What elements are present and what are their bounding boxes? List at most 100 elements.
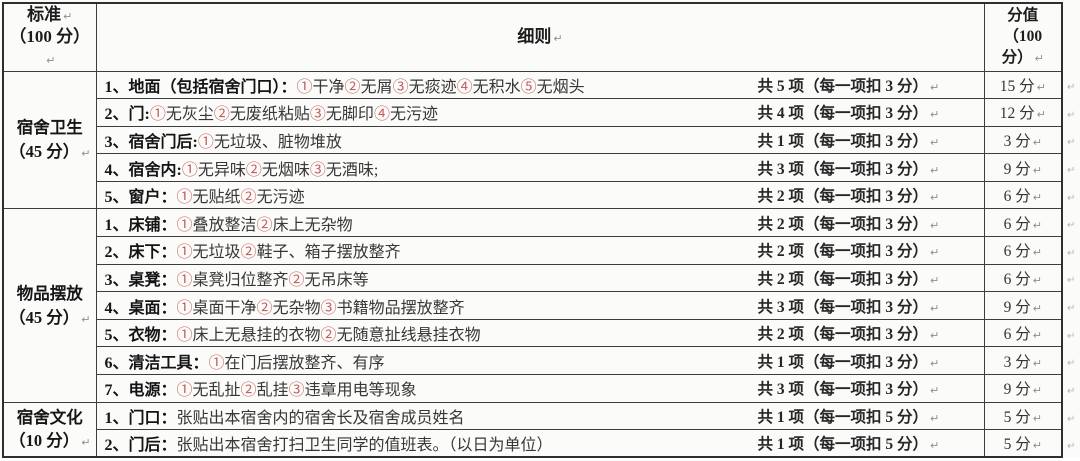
- item-criteria: ①无贴纸②无污迹: [176, 189, 305, 207]
- header-score-label: 分值 （100 分）: [1001, 6, 1043, 66]
- circled-number: ①: [296, 78, 313, 96]
- circled-number: ①: [176, 327, 193, 345]
- detail-cell: 2、门: ①无灰尘②无废纸粘贴③无脚印④无污迹 共 4 项（每一项扣 3 分） ↵: [97, 100, 983, 124]
- paragraph-mark: ↵: [1067, 275, 1076, 287]
- paragraph-mark: ↵: [1067, 220, 1076, 232]
- paragraph-mark: ↵: [1032, 135, 1042, 149]
- score-cell: 6 分 ↵: [983, 208, 1063, 238]
- paragraph-mark: ↵: [1067, 441, 1076, 453]
- item-criteria: ①桌凳归位整齐②无吊床等: [176, 271, 369, 289]
- item-count: 共 1 项（每一项扣 3 分） ↵: [758, 129, 980, 151]
- circled-number: ①: [197, 133, 214, 151]
- item-label: 1、床铺：: [104, 216, 177, 234]
- paragraph-mark: ↵: [1032, 329, 1042, 343]
- detail-cell: 4、桌面： ①桌面干净②无杂物③书籍物品摆放整齐 共 3 项（每一项扣 3 分） ↵: [97, 294, 983, 318]
- table-row: 2、床下： ①无垃圾②鞋子、箱子摆放整齐共 2 项（每一项扣 3 分） ↵ 6 分 ↵: [3, 236, 1063, 265]
- item-criteria: 张贴出本宿舍内的宿舍长及宿舍成员姓名: [176, 409, 465, 427]
- header-score: 分值 （100 分） ↵: [983, 2, 1063, 72]
- paragraph-mark: ↵: [1032, 246, 1042, 260]
- paragraph-mark: ↵: [1032, 439, 1042, 453]
- item-label: 3、桌凳：: [104, 271, 177, 289]
- circled-number: ①: [176, 382, 193, 400]
- item-label: 1、门口：: [104, 409, 177, 427]
- item-criteria: ①干净②无屑③无痰迹④无积水⑤无烟头: [296, 78, 585, 96]
- item-count-text: 共 3 项（每一项扣 3 分）: [757, 160, 929, 178]
- paragraph-mark: ↵: [1067, 82, 1076, 93]
- group-label-line1: 宿舍卫生: [16, 118, 83, 138]
- circled-number: ③: [288, 382, 305, 400]
- item-count-text: 共 2 项（每一项扣 3 分）: [757, 215, 929, 233]
- paragraph-mark: ↵: [553, 32, 563, 46]
- item-count-text: 共 2 项（每一项扣 3 分）: [757, 270, 929, 288]
- item-label: 1、地面（包括宿舍门口）：: [104, 78, 297, 96]
- score-value: 6 分: [1003, 188, 1031, 206]
- circled-number: ③: [309, 106, 326, 124]
- item-label: 2、床下：: [104, 244, 177, 262]
- header-row: 标准 ↵ （100 分）↵ 细则 ↵ 分值 （100 分） ↵: [2, 2, 1063, 72]
- circled-number: ②: [240, 244, 257, 262]
- group-dorm-hygiene: 宿舍卫生 （45 分） ↵: [2, 70, 97, 210]
- circled-number: ②: [245, 161, 262, 179]
- score-cell: 15 分 ↵: [983, 70, 1063, 100]
- paragraph-mark: ↵: [1067, 247, 1076, 259]
- item-count: 共 3 项（每一项扣 3 分） ↵: [758, 295, 980, 317]
- item-criteria: ①无垃圾②鞋子、箱子摆放整齐: [176, 244, 401, 262]
- item-criteria: ①在门后摆放整齐、有序: [208, 354, 385, 372]
- paragraph-mark: ↵: [81, 436, 91, 450]
- circled-number: ②: [213, 106, 230, 124]
- circled-number: ②: [320, 327, 337, 345]
- paragraph-mark: ↵: [930, 384, 940, 398]
- group-label-line2: （10 分）: [9, 431, 80, 451]
- group-label-line1: 宿舍文化: [16, 407, 83, 427]
- score-value: 6 分: [1003, 243, 1031, 261]
- circled-number: ①: [176, 244, 193, 262]
- detail-cell: 4、宿舍内: ①无异味②无烟味③无酒味; 共 3 项（每一项扣 3 分） ↵: [97, 156, 983, 180]
- circled-number: ⑤: [520, 78, 537, 96]
- item-criteria: ①床上无悬挂的衣物②无随意扯线悬挂衣物: [176, 327, 481, 345]
- circled-number: ③: [392, 78, 409, 96]
- group-dorm-culture: 宿舍文化 （10 分） ↵: [2, 401, 97, 458]
- header-details: 细则 ↵: [95, 2, 985, 72]
- item-count: 共 2 项（每一项扣 3 分） ↵: [758, 184, 980, 206]
- item-count: 共 5 项（每一项扣 3 分） ↵: [758, 74, 980, 96]
- table-row: 3、宿舍门后: ①无垃圾、脏物堆放共 1 项（每一项扣 3 分） ↵ 3 分 ↵: [3, 125, 1063, 155]
- paragraph-mark: ↵: [930, 191, 940, 205]
- table-row: 5、窗户： ①无贴纸②无污迹共 2 项（每一项扣 3 分） ↵ 6 分 ↵: [3, 180, 1063, 210]
- paragraph-mark: ↵: [930, 301, 940, 315]
- score-value: 15 分: [999, 77, 1035, 95]
- paragraph-mark: ↵: [930, 329, 940, 343]
- paragraph-mark: ↵: [1032, 273, 1042, 287]
- circled-number: ①: [208, 354, 225, 372]
- score-cell: 9 分 ↵: [983, 291, 1063, 320]
- item-label: 2、门:: [104, 106, 150, 124]
- header-standard-line2: （100 分）: [9, 27, 91, 47]
- item-label: 2、门后：: [104, 437, 177, 455]
- score-cell: 9 分 ↵: [983, 153, 1063, 182]
- paragraph-mark: ↵: [1034, 51, 1044, 65]
- paragraph-mark: ↵: [1067, 192, 1076, 204]
- score-value: 9 分: [1003, 160, 1031, 178]
- table-row: 4、宿舍内: ①无异味②无烟味③无酒味; 共 3 项（每一项扣 3 分） ↵ 9 分 ↵: [3, 153, 1063, 182]
- detail-cell: 2、门后： 张贴出本宿舍打扫卫生同学的值班表。（以日为单位） 共 1 项（每一项扣 …: [97, 431, 983, 455]
- paragraph-mark: ↵: [1067, 164, 1076, 176]
- paragraph-mark: ↵: [930, 135, 940, 149]
- table-row: 宿舍卫生 （45 分） ↵ 1、地面（包括宿舍门口）： ①干净②无屑③无痰迹④无积水…: [2, 70, 1063, 210]
- item-label: 7、电源：: [104, 382, 177, 400]
- table-row: 2、门后： 张贴出本宿舍打扫卫生同学的值班表。（以日为单位） 共 1 项（每一项扣 …: [3, 429, 1063, 458]
- page-margin-paragraph-marks: ↵ ↵ ↵ ↵ ↵ ↵ ↵ ↵ ↵ ↵ ↵ ↵ ↵ ↵: [1067, 74, 1075, 461]
- paragraph-mark: ↵: [1067, 358, 1076, 370]
- item-label: 4、桌面：: [104, 299, 177, 317]
- circled-number: ①: [176, 299, 193, 317]
- score-value: 6 分: [1003, 270, 1031, 288]
- paragraph-mark: ↵: [1067, 413, 1076, 425]
- table-row: 物品摆放 （45 分） ↵ 1、床铺： ①叠放整洁②床上无杂物共 2 项（每一项扣 …: [2, 208, 1063, 403]
- paragraph-mark: ↵: [1032, 191, 1042, 205]
- table-row: 5、衣物： ①床上无悬挂的衣物②无随意扯线悬挂衣物共 2 项（每一项扣 3 分） ↵…: [3, 318, 1063, 348]
- paragraph-mark: ↵: [930, 163, 940, 177]
- item-criteria: ①无乱扯②乱挂③违章用电等现象: [176, 382, 417, 400]
- paragraph-mark: ↵: [1067, 330, 1076, 342]
- score-cell: 5 分 ↵: [983, 401, 1063, 431]
- score-value: 9 分: [1003, 298, 1031, 316]
- paragraph-mark: ↵: [1036, 80, 1046, 94]
